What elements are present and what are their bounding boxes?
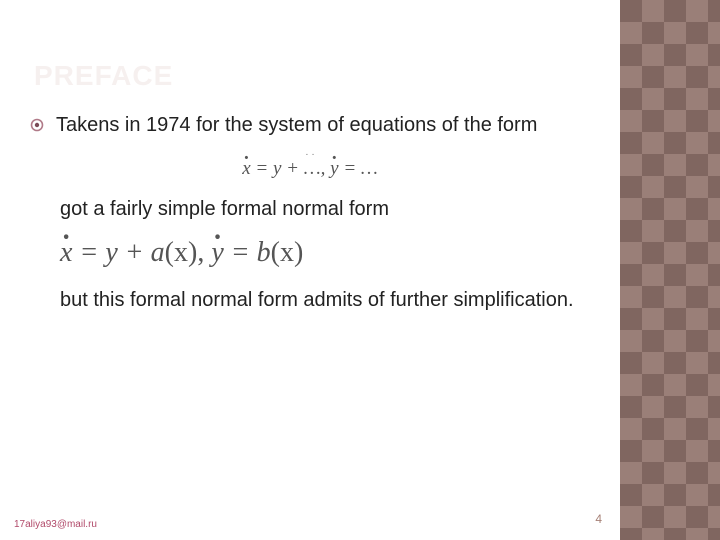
page-number: 4 bbox=[595, 512, 602, 526]
eq2-paren1: (x) bbox=[165, 237, 198, 268]
eq2-b: = b bbox=[224, 237, 271, 268]
slide-content: PREFACE Takens in 1974 for the system of… bbox=[0, 0, 620, 540]
equation-1-body: x = y + …, y = … bbox=[242, 158, 378, 180]
eq1-part-a: = y + …, bbox=[251, 158, 330, 179]
eq2-a: = y + a bbox=[72, 237, 164, 268]
paragraph-3: but this formal normal form admits of fu… bbox=[60, 287, 590, 314]
paragraph-1: Takens in 1974 for the system of equatio… bbox=[56, 112, 537, 139]
footer-email: 17aliya93@mail.ru bbox=[14, 519, 97, 530]
slide-title: PREFACE bbox=[34, 60, 590, 92]
ydot-var-2: y bbox=[211, 237, 223, 269]
bullet-item: Takens in 1974 for the system of equatio… bbox=[30, 112, 590, 139]
equation-2: x = y + a(x), y = b(x) bbox=[60, 237, 590, 269]
ydot-var: y bbox=[330, 158, 338, 180]
eq1-part-b: = … bbox=[339, 158, 378, 179]
xdot-var-2: x bbox=[60, 237, 72, 269]
eq2-comma: , bbox=[197, 237, 211, 268]
eq2-paren2: (x) bbox=[271, 237, 304, 268]
xdot-var: x bbox=[242, 158, 250, 180]
equation-1: · · x = y + …, y = … bbox=[30, 149, 590, 180]
bullet-icon bbox=[30, 118, 44, 132]
decorative-sidebar bbox=[620, 0, 720, 540]
paragraph-2: got a fairly simple formal normal form bbox=[60, 196, 590, 223]
